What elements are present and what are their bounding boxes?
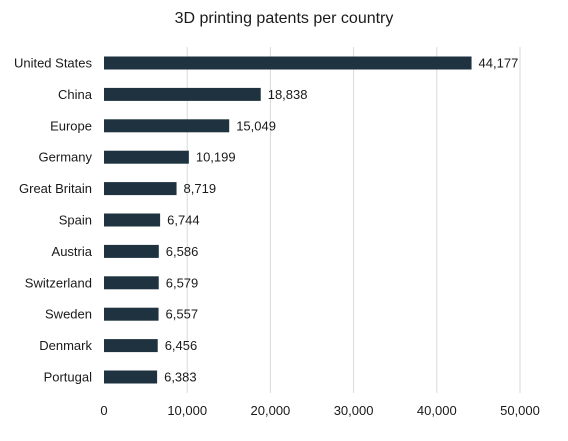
value-labels: 44,177 18,838 15,049 10,199 8,719 6,744 6,586 6…: [164, 56, 518, 385]
bar: [104, 213, 161, 227]
data-label: 6,383: [164, 370, 197, 385]
category-label: United States: [14, 56, 93, 71]
grid-lines: [186, 47, 521, 393]
data-label: 6,557: [166, 307, 199, 322]
x-tick-label: 10,000: [167, 403, 207, 418]
data-label: 15,049: [236, 118, 276, 133]
bar: [104, 87, 261, 101]
data-label: 8,719: [184, 181, 217, 196]
data-label: 10,199: [196, 150, 236, 165]
x-tick-label: 20,000: [251, 403, 291, 418]
category-label: China: [58, 87, 93, 102]
x-tick-label: 0: [100, 403, 107, 418]
bar: [104, 56, 472, 70]
bar: [104, 339, 158, 353]
bar: [104, 182, 177, 196]
data-label: 6,456: [165, 338, 198, 353]
bar: [104, 150, 189, 164]
x-tick-label: 40,000: [417, 403, 457, 418]
category-labels: United States China Europe Germany Great Bri…: [14, 56, 93, 385]
bar: [104, 119, 230, 133]
category-label: Great Britain: [19, 181, 92, 196]
data-label: 6,744: [167, 213, 200, 228]
x-tick-label: 50,000: [500, 403, 540, 418]
data-label: 18,838: [268, 87, 308, 102]
data-label: 44,177: [479, 56, 519, 71]
bar: [104, 370, 158, 384]
category-label: Spain: [59, 213, 92, 228]
category-label: Denmark: [39, 338, 92, 353]
data-label: 6,579: [166, 275, 199, 290]
bar: [104, 307, 159, 321]
category-label: Germany: [39, 150, 93, 165]
bar: [104, 276, 159, 290]
bars-group: [104, 56, 472, 384]
category-label: Austria: [52, 244, 93, 259]
data-label: 6,586: [166, 244, 199, 259]
category-label: Europe: [50, 118, 92, 133]
category-label: Sweden: [45, 307, 92, 322]
x-tick-label: 30,000: [334, 403, 374, 418]
bar: [104, 244, 159, 258]
x-tick-labels: 0 10,000 20,000 30,000 40,000 50,000: [100, 403, 540, 418]
category-label: Portugal: [44, 370, 93, 385]
chart-title: 3D printing patents per country: [174, 10, 394, 27]
category-label: Switzerland: [25, 275, 92, 290]
